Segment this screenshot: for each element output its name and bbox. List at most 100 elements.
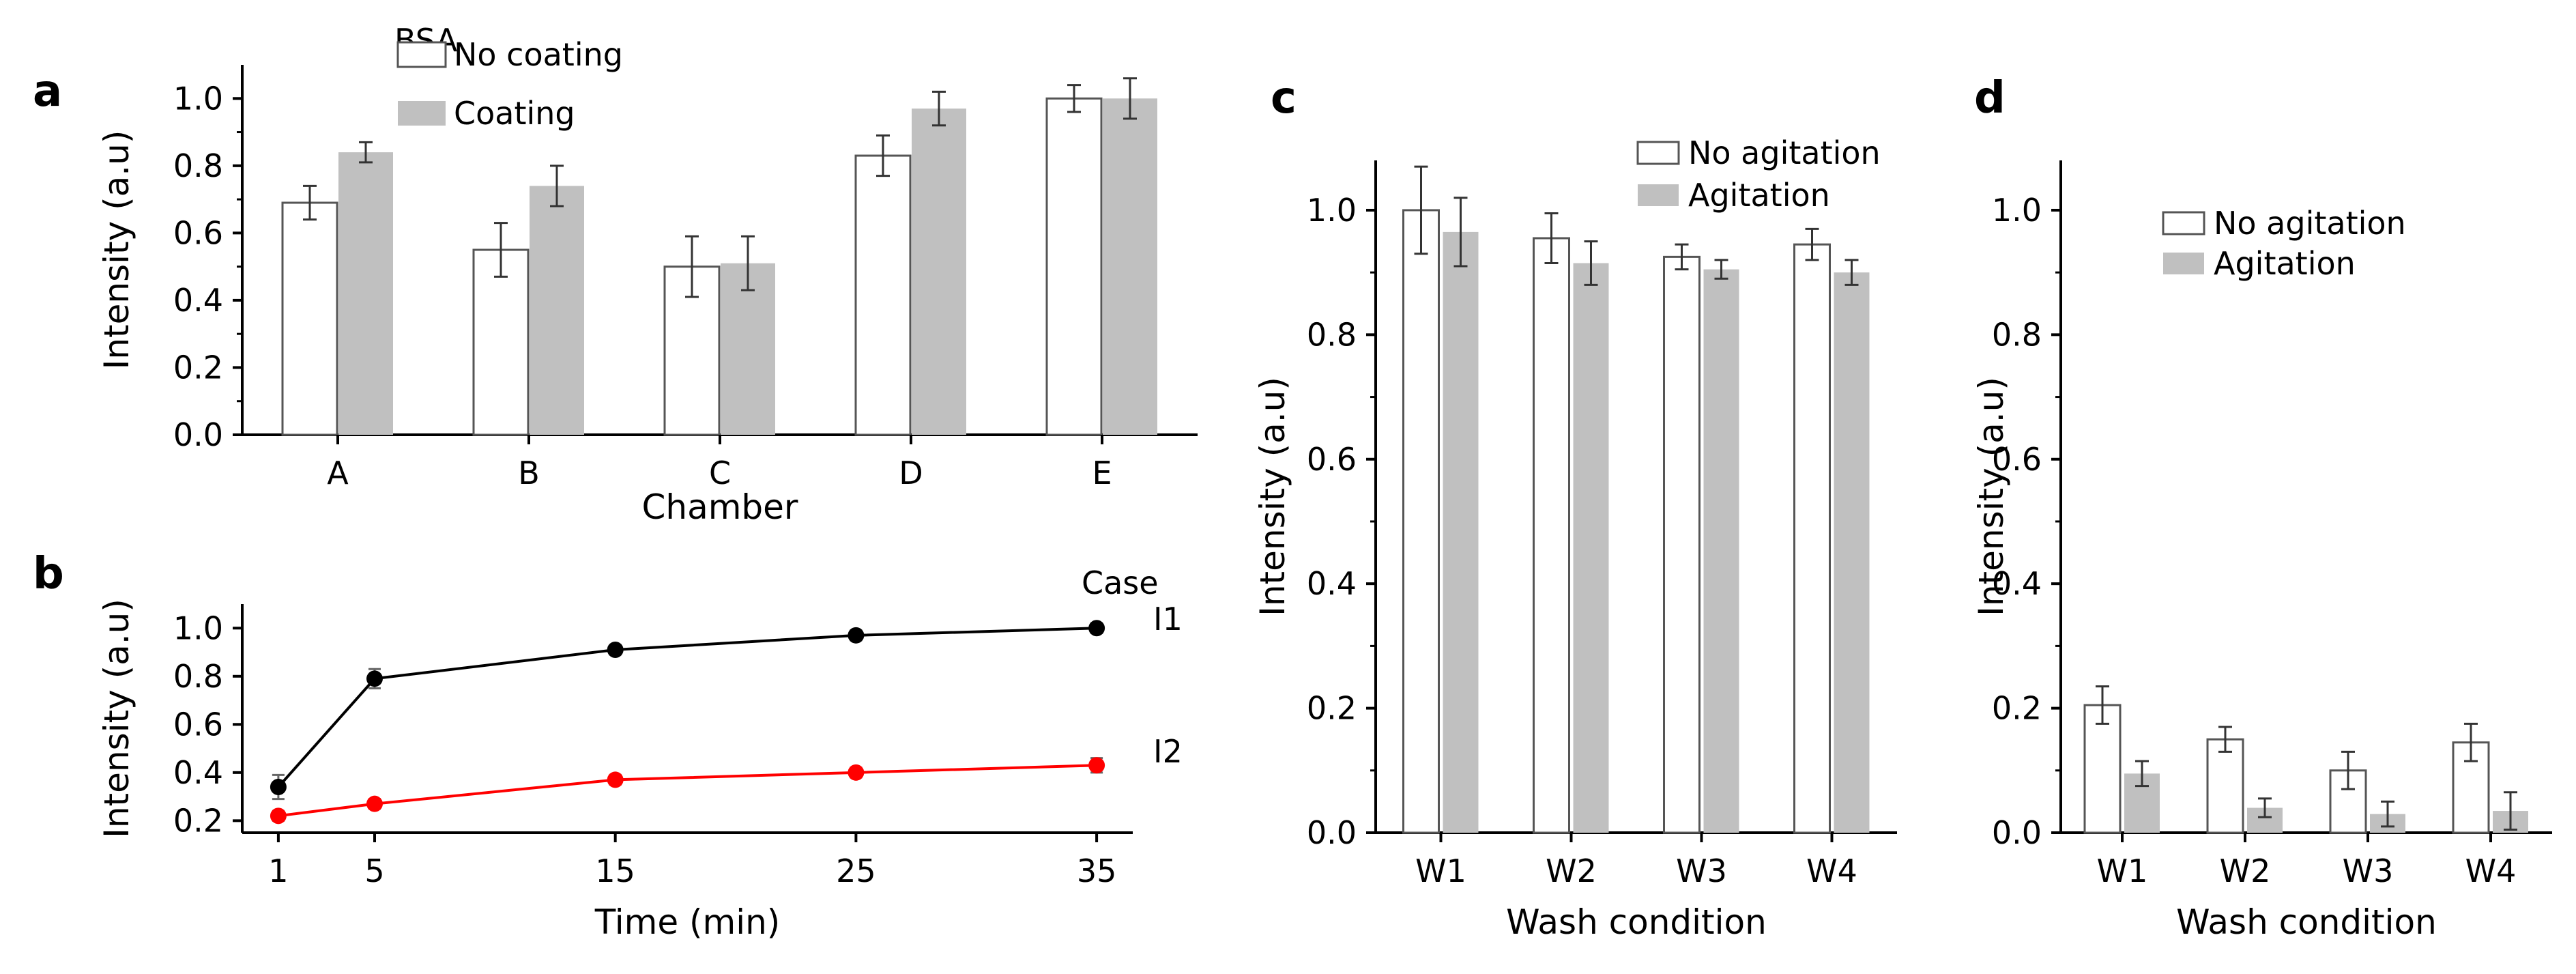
legend-swatch	[398, 101, 446, 126]
legend-swatch	[2162, 211, 2205, 235]
series-line-I1	[277, 627, 1097, 788]
y-tick-label: 0.2	[1992, 690, 2042, 727]
y-tick-label: 0.0	[1992, 814, 2042, 851]
legend-swatch	[2163, 253, 2204, 274]
y-tick-label: 0.8	[1307, 316, 1357, 353]
data-point	[848, 764, 865, 781]
x-tick-label: W1	[2097, 853, 2148, 889]
data-point	[366, 795, 383, 812]
panel-label-b: b	[33, 549, 64, 599]
y-tick-label: 0.4	[1992, 565, 2042, 602]
x-tick-label: W2	[1546, 853, 1597, 889]
x-tick-label: W4	[2465, 853, 2517, 889]
legend-swatch	[396, 41, 447, 68]
chart-a: 0.0 0.2 0.4 0.6 0.8 1.0 A B C D E Chamber Intensity …	[97, 22, 1198, 527]
y-tick-label: 0.6	[173, 214, 223, 251]
bar-s2	[912, 109, 966, 435]
y-axis-title: Intensity (a.u)	[1253, 377, 1292, 616]
data-point	[366, 670, 383, 687]
bar-s1	[1793, 243, 1831, 834]
x-tick-label: W1	[1415, 853, 1466, 889]
data-point	[848, 627, 865, 644]
legend-label: No agitation	[2214, 205, 2406, 242]
legend-label: I2	[1153, 733, 1183, 770]
x-tick-label: W3	[2343, 853, 2394, 889]
y-tick-label: 0.8	[1992, 316, 2042, 353]
bar-s1	[1045, 97, 1103, 436]
series-line-I2	[278, 764, 1097, 818]
y-tick-label: 0.2	[173, 349, 223, 386]
x-tick-label: E	[1092, 455, 1112, 491]
x-tick-label: 35	[1077, 853, 1117, 889]
y-tick-label: 0.4	[1307, 565, 1357, 602]
bar-s1	[281, 201, 338, 436]
x-tick-label: 15	[595, 853, 635, 889]
legend-label: No coating	[454, 36, 623, 73]
panel-label-a: a	[33, 66, 62, 117]
bar-s2	[1834, 272, 1870, 833]
x-tick-label: C	[709, 455, 731, 491]
legend-label: Coating	[454, 95, 575, 132]
x-tick-label: 1	[268, 853, 288, 889]
chart-c: 0.0 0.2 0.4 0.6 0.8 1.0 W1 W2 W3 W4 Wash condition…	[1253, 134, 1897, 942]
y-tick-label: 0.8	[173, 658, 223, 695]
bar-s1	[854, 154, 912, 436]
x-axis-title: Wash condition	[2176, 902, 2437, 942]
y-tick-label: 1.0	[173, 610, 223, 646]
y-tick-label: 0.4	[173, 754, 223, 791]
bar-s1	[1663, 255, 1701, 834]
data-point	[1088, 757, 1105, 774]
y-tick-label: 1.0	[1992, 192, 2042, 229]
y-tick-label: 0.0	[1307, 814, 1357, 851]
x-tick-label: 25	[836, 853, 876, 889]
bar-s1	[472, 248, 530, 436]
x-tick-label: D	[899, 455, 923, 491]
legend-swatch	[1636, 141, 1680, 165]
x-tick-label: W4	[1806, 853, 1857, 889]
x-tick-label: 5	[364, 853, 384, 889]
bar-s2	[1443, 231, 1479, 833]
y-axis-title: Intensity (a.u)	[1971, 377, 2011, 616]
bar-s2	[1103, 98, 1157, 435]
data-point	[270, 807, 287, 825]
y-tick-label: 0.0	[173, 416, 223, 453]
y-tick-label: 0.8	[173, 147, 223, 184]
x-tick-label: B	[518, 455, 540, 491]
bar-s1	[2206, 738, 2244, 834]
y-tick-label: 0.2	[173, 802, 223, 839]
bar-s1	[1402, 209, 1440, 834]
legend-label: No agitation	[1688, 134, 1881, 171]
chart-d: 0.0 0.2 0.4 0.6 0.8 1.0 W1 W2 W3 W4 Wash condition…	[1971, 160, 2552, 942]
x-axis-title: Chamber	[641, 487, 798, 527]
y-tick-label: 1.0	[173, 80, 223, 117]
x-tick-label: W2	[2220, 853, 2271, 889]
y-axis-title: Intensity (a.u)	[97, 599, 136, 838]
y-tick-label: 1.0	[1307, 192, 1357, 229]
y-tick-label: 0.4	[173, 282, 223, 319]
legend-title: Case	[1082, 564, 1159, 601]
y-tick-label: 0.6	[1992, 441, 2042, 478]
legend-label: Agitation	[2214, 245, 2356, 282]
x-axis-title: Time (min)	[594, 902, 781, 942]
y-tick-label: 0.2	[1307, 690, 1357, 727]
legend-label: I1	[1153, 601, 1183, 638]
bar-s1	[1533, 237, 1570, 834]
data-point	[270, 779, 287, 795]
bar-s2	[1573, 263, 1609, 833]
x-tick-label: W3	[1676, 853, 1727, 889]
data-point	[607, 642, 624, 658]
panel-label-c: c	[1271, 73, 1297, 124]
x-tick-label: A	[327, 455, 349, 491]
y-tick-label: 0.6	[173, 706, 223, 743]
data-point	[607, 771, 624, 788]
y-tick-label: 0.6	[1307, 441, 1357, 478]
bar-s2	[1703, 269, 1739, 833]
bar-s2	[338, 152, 393, 435]
bar-s2	[721, 263, 775, 435]
y-axis-title: Intensity (a.u)	[97, 130, 136, 370]
x-axis-title: Wash condition	[1506, 902, 1767, 942]
legend-swatch	[1638, 184, 1679, 206]
bar-s2	[530, 186, 584, 435]
